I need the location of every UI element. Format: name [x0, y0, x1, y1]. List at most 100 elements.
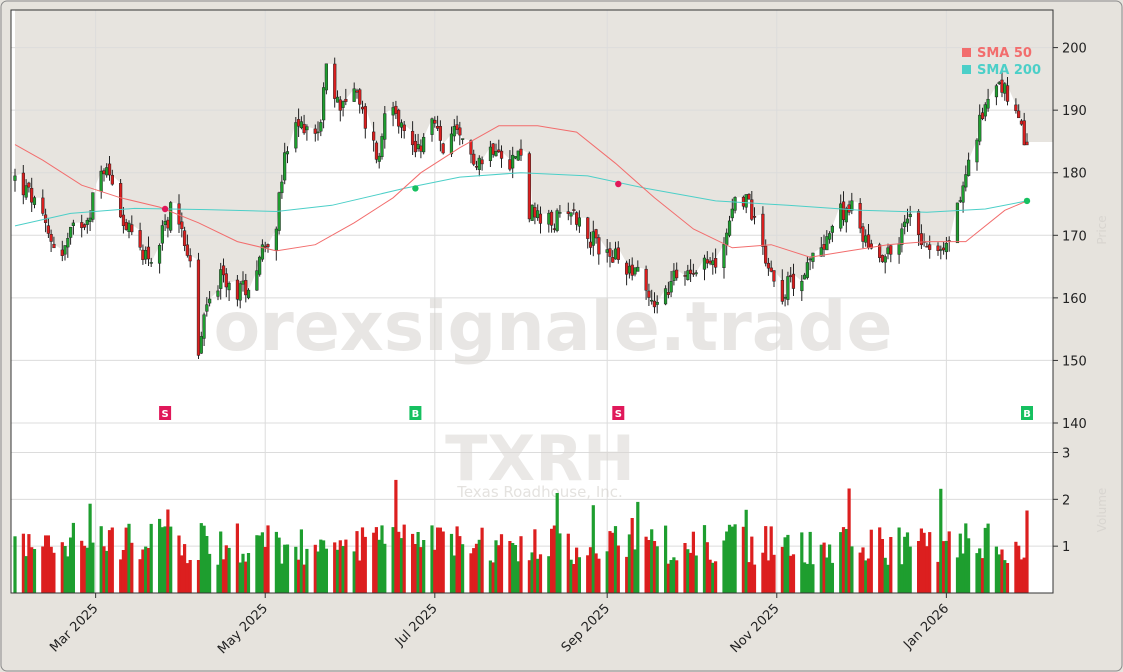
candle-body	[714, 258, 718, 268]
volume-bar	[905, 532, 910, 593]
candle-body	[555, 210, 559, 231]
volume-bar	[750, 536, 754, 593]
volume-bar	[169, 526, 173, 593]
volume-bar	[558, 533, 562, 593]
candle-body	[1003, 83, 1007, 94]
price-tick-label: 160	[1062, 292, 1087, 307]
candle-body	[146, 246, 151, 260]
volume-bar	[474, 543, 479, 593]
volume-bar	[302, 564, 306, 593]
volume-bar	[274, 531, 278, 593]
volume-bar	[566, 533, 570, 593]
candle-body	[858, 203, 862, 229]
candle-body	[380, 136, 384, 157]
candle-body	[675, 269, 679, 279]
candle-body	[224, 273, 228, 288]
candle-body	[202, 314, 206, 339]
candle-body	[769, 267, 773, 272]
volume-bar	[260, 532, 264, 593]
volume-bar	[352, 551, 356, 593]
candle-body	[163, 221, 167, 225]
candle-body	[597, 237, 601, 255]
candle-body	[808, 258, 812, 261]
volume-bar	[477, 539, 481, 593]
volume-bar	[433, 549, 437, 593]
signal-dot	[615, 180, 622, 188]
volume-bar	[636, 501, 640, 593]
volume-bar	[44, 535, 48, 593]
candle-body	[955, 202, 960, 244]
volume-bar	[1017, 545, 1021, 593]
candle-body	[241, 280, 245, 285]
volume-bar	[377, 539, 381, 593]
volume-bar	[374, 527, 378, 593]
candle-body	[586, 217, 590, 239]
candle-body	[741, 196, 746, 207]
volume-bar	[961, 553, 965, 593]
volume-bar	[130, 542, 134, 593]
candle-body	[469, 140, 473, 155]
candle-body	[244, 280, 248, 296]
candle-body	[416, 143, 420, 150]
candle-body	[939, 249, 943, 251]
candle-body	[839, 203, 843, 229]
candle-body	[285, 151, 290, 155]
volume-bar	[107, 530, 112, 593]
candle-body	[866, 234, 871, 248]
candle-body	[978, 114, 982, 142]
volume-bar	[611, 532, 615, 593]
volume-bar	[791, 554, 796, 593]
volume-bar	[185, 563, 189, 593]
volume-bar	[975, 553, 979, 593]
candle-body	[71, 222, 75, 226]
candle-body	[360, 106, 365, 110]
candle-body	[694, 272, 698, 275]
price-tick-label: 180	[1062, 167, 1087, 182]
volume-bar	[725, 531, 729, 593]
volume-bar	[319, 539, 323, 593]
volume-bar	[294, 546, 298, 593]
candle-body	[516, 150, 520, 161]
candle-body	[455, 124, 459, 130]
volume-bar	[158, 518, 162, 593]
candle-body	[188, 255, 192, 262]
candle-body	[828, 233, 832, 240]
candle-body	[41, 197, 45, 214]
candle-body	[747, 193, 751, 200]
volume-bar	[986, 523, 990, 593]
legend-sma50-swatch	[962, 48, 971, 57]
candle-body	[355, 90, 359, 93]
candle-body	[908, 214, 912, 218]
candle-body	[786, 276, 790, 300]
candle-body	[994, 85, 999, 98]
candle-body	[900, 228, 904, 245]
site-watermark: orexsignale.trade	[214, 288, 893, 367]
legend: SMA 50 SMA 200	[962, 46, 1041, 78]
volume-bar	[978, 548, 982, 593]
candle-body	[647, 290, 651, 298]
volume-bar	[605, 551, 609, 593]
candle-body	[238, 283, 242, 301]
candle-body	[185, 244, 189, 256]
candle-body	[552, 228, 556, 230]
volume-bar	[397, 531, 401, 593]
volume-bar	[383, 543, 387, 593]
candle-body	[783, 296, 787, 299]
candle-body	[157, 245, 162, 264]
candle-body	[975, 139, 979, 163]
candle-body	[750, 199, 754, 220]
candle-body	[850, 200, 854, 211]
signal-label: B	[412, 409, 420, 420]
candle-body	[1000, 79, 1004, 93]
volume-bar	[144, 546, 148, 593]
candle-body	[1005, 85, 1010, 102]
candle-body	[166, 219, 170, 229]
candle-body	[24, 185, 28, 198]
candle-body	[374, 142, 379, 160]
candle-body	[841, 201, 846, 220]
candle-body	[66, 238, 70, 248]
candle-body	[983, 104, 987, 117]
candle-body	[319, 122, 323, 132]
volume-bar	[127, 523, 131, 593]
